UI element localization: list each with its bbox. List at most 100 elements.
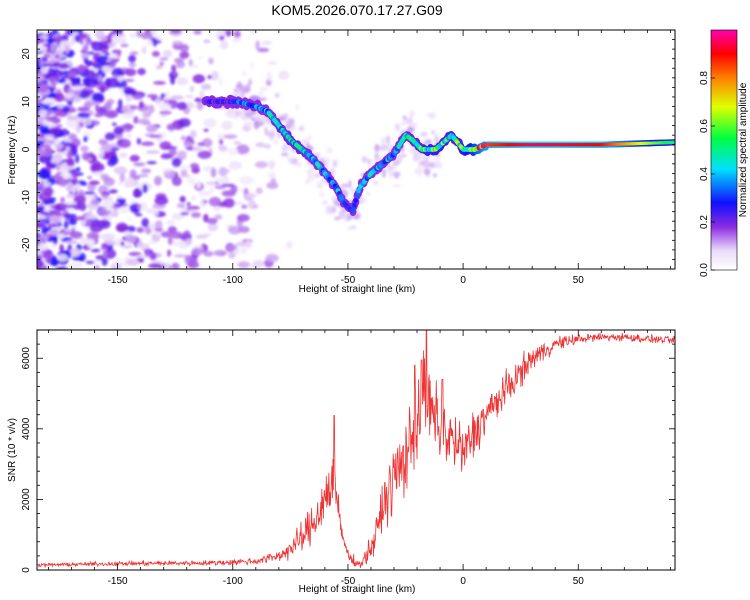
heatmap-cell [138,259,144,263]
heatmap-cell [49,210,54,214]
heatmap-cell [90,248,101,253]
heatmap-cell [43,181,51,188]
heatmap-cell [140,168,152,174]
x-tick-label: -100 [223,576,243,587]
heatmap-cell [81,152,91,161]
heatmap-cell [168,148,177,157]
heatmap-cell [233,91,243,99]
plot-frame-1 [36,29,676,270]
heatmap-cell [155,97,162,105]
heatmap-cell [179,174,191,178]
heatmap-cell [111,209,119,218]
heatmap-cell [254,161,268,169]
heatmap-cell [179,44,190,53]
heatmap-cell [220,39,228,50]
heatmap-cell [37,82,49,93]
heatmap-cell [197,150,212,159]
heatmap-cell [184,209,196,213]
x-tick-label: 50 [573,275,585,286]
heatmap-cell [113,166,128,175]
heatmap-cell [166,123,177,131]
heatmap-cell [349,187,358,193]
heatmap-cell [202,232,212,237]
heatmap-cell [133,162,146,167]
y-tick-label: 0 [21,146,32,152]
heatmap-cell [153,175,162,186]
heatmap-cell [255,40,260,51]
heatmap-cell [193,30,202,35]
heatmap-cell [104,109,119,119]
heatmap-cell [382,170,386,178]
heatmap-cell [171,157,182,168]
heatmap-cell [38,109,47,118]
heatmap-cell [78,64,86,73]
colorbar-tick-label: 0.2 [699,215,710,229]
heatmap-cell [87,175,93,180]
x-axis-label-1: Height of straight line (km) [299,284,416,295]
x-tick-label: -50 [341,576,356,587]
heatmap-cell [64,44,70,55]
heatmap-cell [120,43,129,47]
heatmap-cell [92,162,105,172]
y-tick-label: 20 [21,48,32,60]
heatmap-cell [372,180,379,185]
heatmap-cell [101,194,109,199]
heatmap-cell [344,214,348,221]
heatmap-cell [43,134,55,140]
heatmap-cell [46,37,56,43]
heatmap-cell [77,112,91,119]
heatmap-cell [208,57,214,65]
heatmap-cell [391,166,395,171]
colorbar-frame [710,29,738,271]
heatmap-cell [145,150,160,155]
heatmap-cell [180,212,190,216]
heatmap-cell [85,220,92,226]
heatmap-cell [77,106,90,112]
heatmap-cell [406,116,413,125]
heatmap-cell [207,75,213,80]
heatmap-cell [137,118,150,125]
heatmap-cell [142,184,148,194]
heatmap-cell [167,236,173,246]
heatmap-cell [192,146,203,152]
heatmap-cell [65,146,71,152]
heatmap-cell [42,226,48,230]
heatmap-cell [132,94,144,100]
heatmap-cell [47,59,55,65]
heatmap-cell [252,204,259,209]
heatmap-cell [186,176,196,185]
y-tick-label: 0 [21,567,32,573]
heatmap-cell [90,41,97,46]
heatmap-cell [129,105,138,110]
heatmap-cell [37,214,46,220]
x-tick-label: 0 [460,576,466,587]
heatmap-cell [144,226,152,235]
heatmap-cell [248,30,257,35]
heatmap-cell [417,163,423,171]
heatmap-cell [80,220,87,226]
heatmap-cell [37,69,40,75]
heatmap-cell [191,211,202,218]
heatmap-cell [91,92,104,102]
heatmap-cell [45,116,58,122]
heatmap-cell [71,83,85,87]
heatmap-cell [289,157,299,165]
heatmap-cell [129,32,137,39]
heatmap-cell [248,78,253,86]
heatmap-cell [255,142,265,148]
heatmap-cell [183,141,194,149]
heatmap-cell [267,60,278,65]
heatmap-cell [199,89,205,99]
heatmap-cell [59,243,64,254]
heatmap-cell [140,31,154,40]
heatmap-cell [155,219,163,230]
heatmap-cell [420,131,428,137]
heatmap-cell [223,134,238,139]
y-axis-2: 0 2000 4000 6000 [21,329,675,573]
heatmap-cell [99,85,106,94]
heatmap-cell [228,251,236,259]
colorbar-gradient [711,30,737,270]
heatmap-cell [205,180,216,186]
heatmap-cell [37,184,46,190]
heatmap-cell [258,91,264,97]
